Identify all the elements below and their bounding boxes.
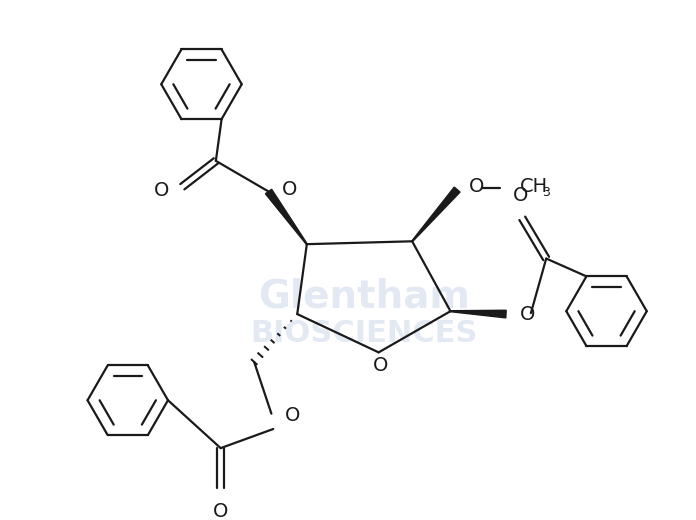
Text: O: O [154,181,169,200]
Text: BIOSCIENCES: BIOSCIENCES [251,319,478,348]
Text: O: O [373,356,388,375]
Polygon shape [412,187,460,242]
Text: O: O [282,180,297,199]
Text: O: O [213,502,228,520]
Text: O: O [285,406,300,425]
Text: CH: CH [519,177,548,196]
Text: 3: 3 [542,186,551,199]
Text: Glentham: Glentham [258,278,470,316]
Text: O: O [519,305,535,323]
Polygon shape [265,189,307,244]
Text: O: O [513,186,528,205]
Polygon shape [450,310,506,318]
Text: O: O [468,177,484,196]
